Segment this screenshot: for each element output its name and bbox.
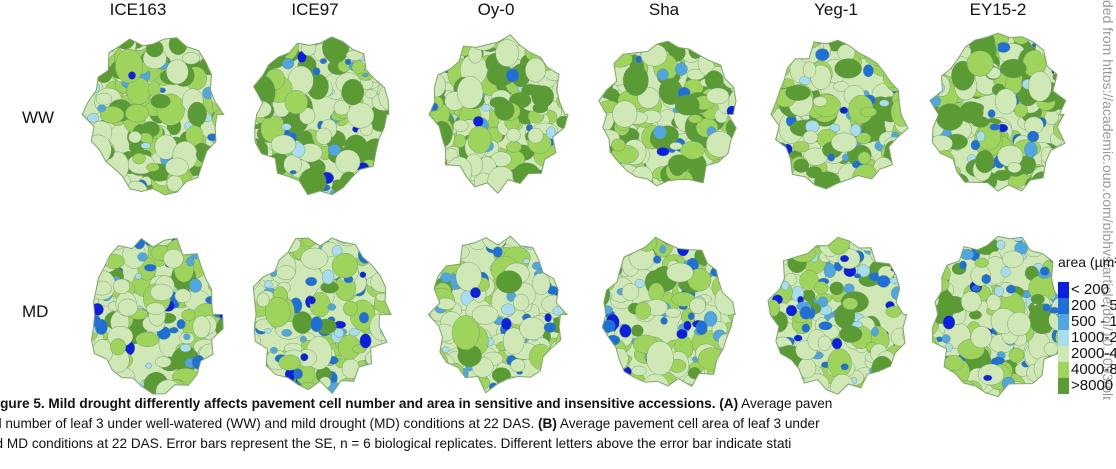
leaf-panel-ww-5 — [770, 39, 909, 190]
row-label-ww: WW — [22, 108, 55, 127]
legend-swatch — [1058, 346, 1069, 362]
row-label-md: MD — [22, 302, 49, 321]
column-label-oy0: Oy-0 — [477, 0, 515, 19]
caption-line-3: nd MD conditions at 22 DAS. Error bars r… — [0, 436, 792, 451]
legend-swatch — [1058, 330, 1069, 346]
caption-line-1: Figure 5. Mild drought differently affec… — [0, 396, 833, 411]
leaf-panel-md-6 — [931, 235, 1066, 397]
column-label-ey152: EY15-2 — [969, 0, 1027, 19]
leaf-panel-ww-3 — [428, 34, 569, 195]
legend-label: 4000-8 — [1071, 361, 1116, 378]
legend-label: 200 - 5 — [1071, 297, 1116, 314]
column-label-ice163: ICE163 — [109, 0, 167, 19]
legend-item: >8000 — [1058, 378, 1113, 394]
column-label-ice97: ICE97 — [291, 0, 339, 19]
legend-item: 1000-2 — [1058, 330, 1116, 346]
leaf-panel-ww-6 — [929, 32, 1067, 192]
legend-title: area (µm²) — [1058, 254, 1116, 270]
leaf-panel-ww-2 — [252, 36, 390, 196]
leaf-panel-ww-1 — [81, 37, 225, 196]
legend-label: >8000 — [1071, 377, 1114, 394]
legend-swatch — [1058, 362, 1069, 378]
legend-item: 500 - 1 — [1058, 314, 1116, 330]
legend-item: 4000-8 — [1058, 362, 1116, 378]
legend-swatch — [1058, 378, 1069, 394]
legend-item: 200 - 5 — [1058, 298, 1116, 314]
figure-caption: Figure 5. Mild drought differently affec… — [0, 394, 1114, 454]
legend-swatch — [1058, 314, 1069, 330]
column-label-yeg1: Yeg-1 — [814, 0, 858, 19]
caption-line-2: ell number of leaf 3 under well-watered … — [0, 416, 820, 431]
leaf-panel-ww-4 — [598, 40, 737, 187]
legend-item: 2000-4 — [1058, 346, 1116, 362]
column-label-sha: Sha — [648, 0, 680, 19]
legend-label: 2000-4 — [1071, 345, 1116, 362]
legend-label: < 200 — [1071, 281, 1109, 298]
leaf-panel-md-5 — [767, 236, 908, 395]
leaf-panel-md-3 — [427, 235, 569, 394]
legend-swatch — [1058, 282, 1069, 298]
leaf-panel-md-4 — [601, 236, 736, 387]
legend-label: 500 - 1 — [1071, 313, 1116, 330]
legend-label: 1000-2 — [1071, 329, 1116, 346]
legend-item: < 200 — [1058, 282, 1109, 298]
legend-swatch — [1058, 298, 1069, 314]
leaf-panel-md-2 — [252, 237, 392, 395]
leaf-panel-md-1 — [90, 237, 224, 395]
